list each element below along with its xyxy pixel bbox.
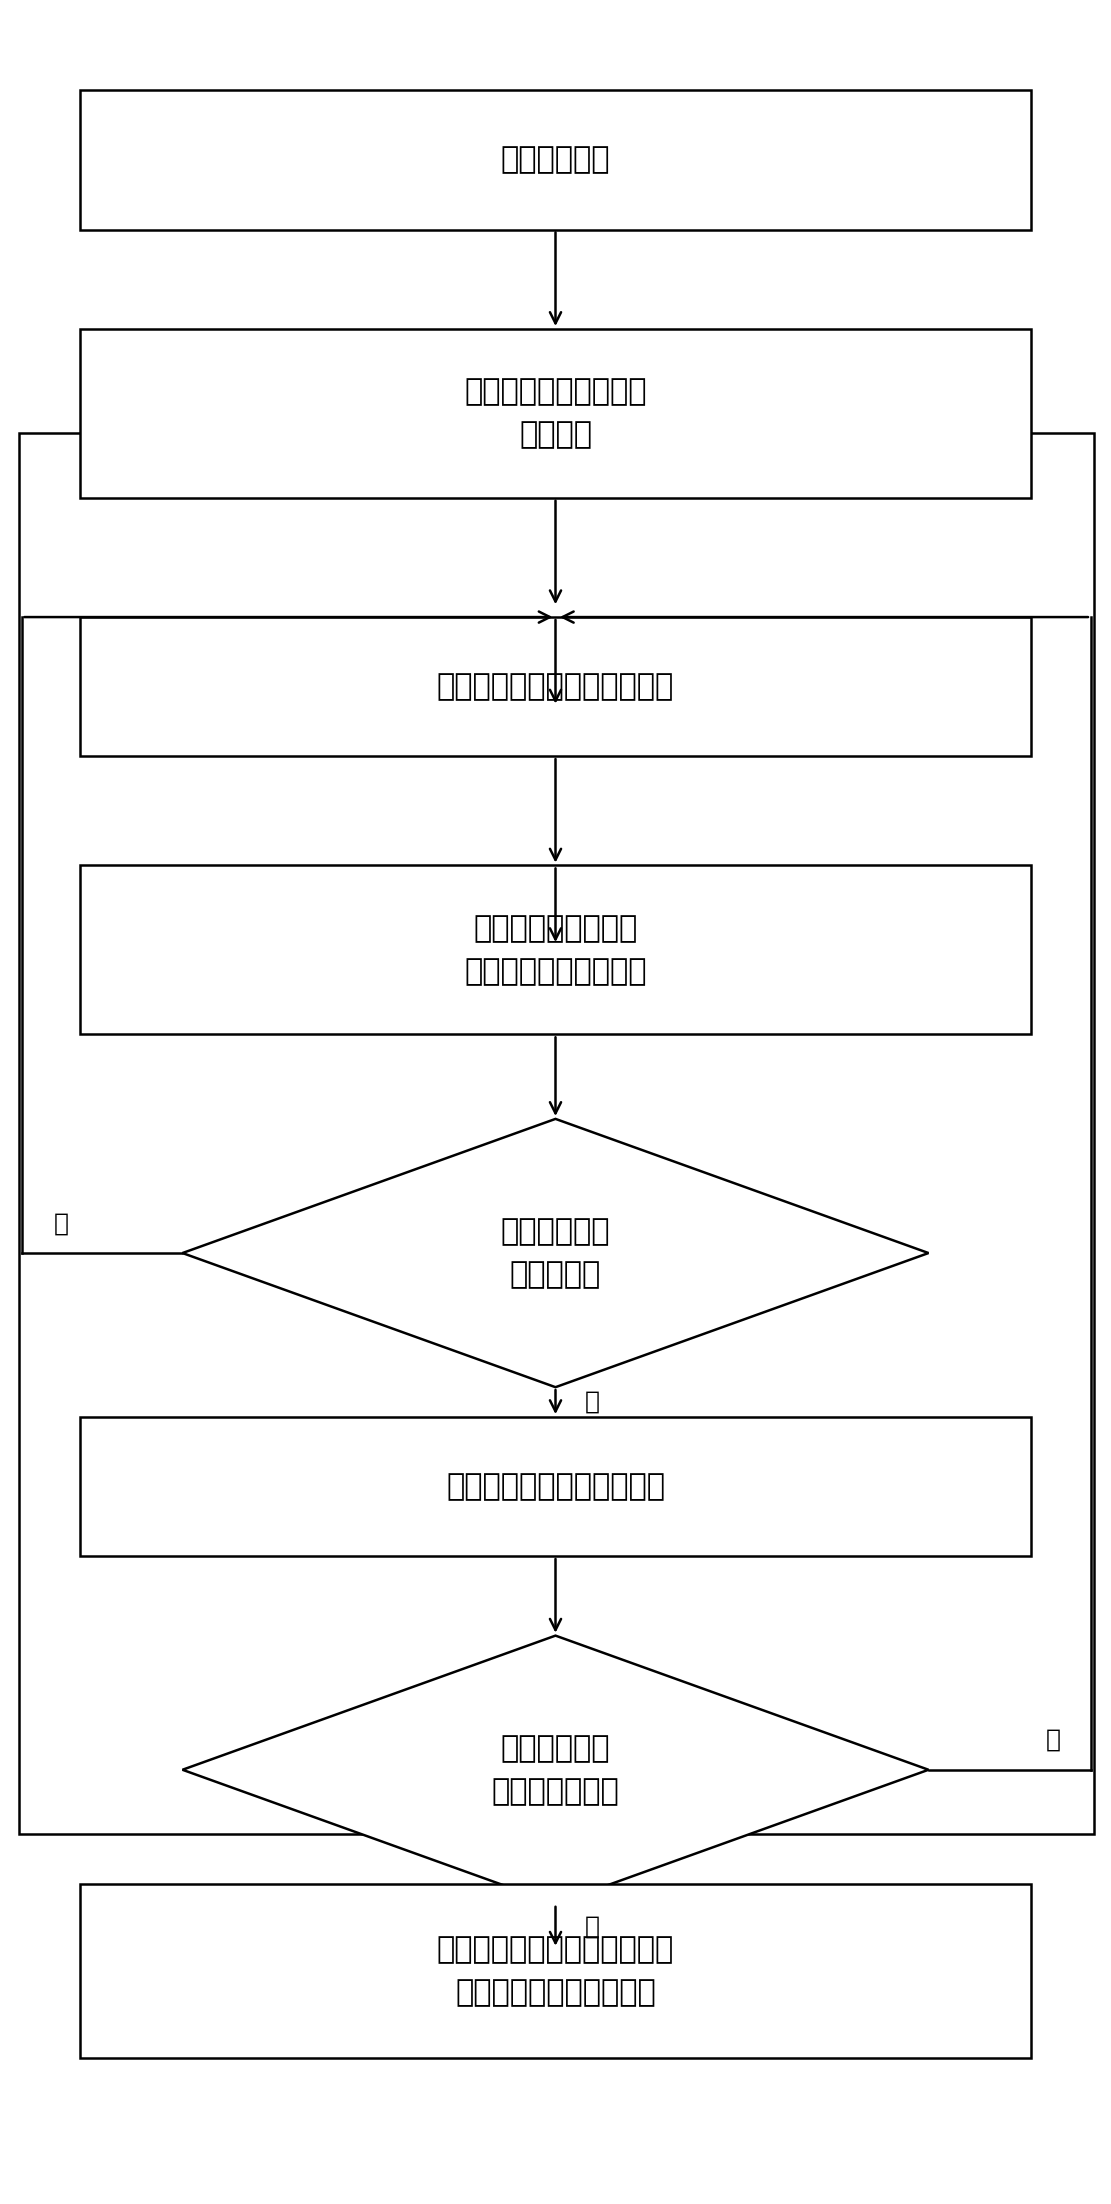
- Text: 控制信令是否
全部比对完成？: 控制信令是否 全部比对完成？: [492, 1735, 619, 1805]
- Text: 获取空中接口控制信道
数据突发: 获取空中接口控制信道 数据突发: [464, 377, 647, 450]
- Polygon shape: [182, 1120, 929, 1386]
- Text: 控制信令是否
需要对比？: 控制信令是否 需要对比？: [501, 1217, 610, 1289]
- Text: 否: 否: [1045, 1728, 1061, 1752]
- Text: 将控制信令与标准进行比对: 将控制信令与标准进行比对: [446, 1472, 665, 1501]
- Text: 否: 否: [53, 1212, 69, 1234]
- Text: 对解调后的控制信道
数据突发进行信道译码: 对解调后的控制信道 数据突发进行信道译码: [464, 915, 647, 985]
- Text: 是: 是: [584, 1915, 600, 1940]
- Text: 对控制信道数据突发进行解调: 对控制信道数据突发进行解调: [437, 672, 674, 701]
- FancyBboxPatch shape: [80, 617, 1031, 756]
- FancyBboxPatch shape: [80, 866, 1031, 1034]
- FancyBboxPatch shape: [80, 90, 1031, 229]
- FancyBboxPatch shape: [80, 1884, 1031, 2059]
- Text: 汇总所有控制信令比对结果，
储存并输出最终测试结果: 汇总所有控制信令比对结果， 储存并输出最终测试结果: [437, 1935, 674, 2008]
- FancyBboxPatch shape: [80, 328, 1031, 498]
- Text: 搞建测试系统: 搞建测试系统: [501, 145, 610, 174]
- Polygon shape: [182, 1635, 929, 1904]
- FancyBboxPatch shape: [80, 1417, 1031, 1556]
- Text: 是: 是: [584, 1391, 600, 1415]
